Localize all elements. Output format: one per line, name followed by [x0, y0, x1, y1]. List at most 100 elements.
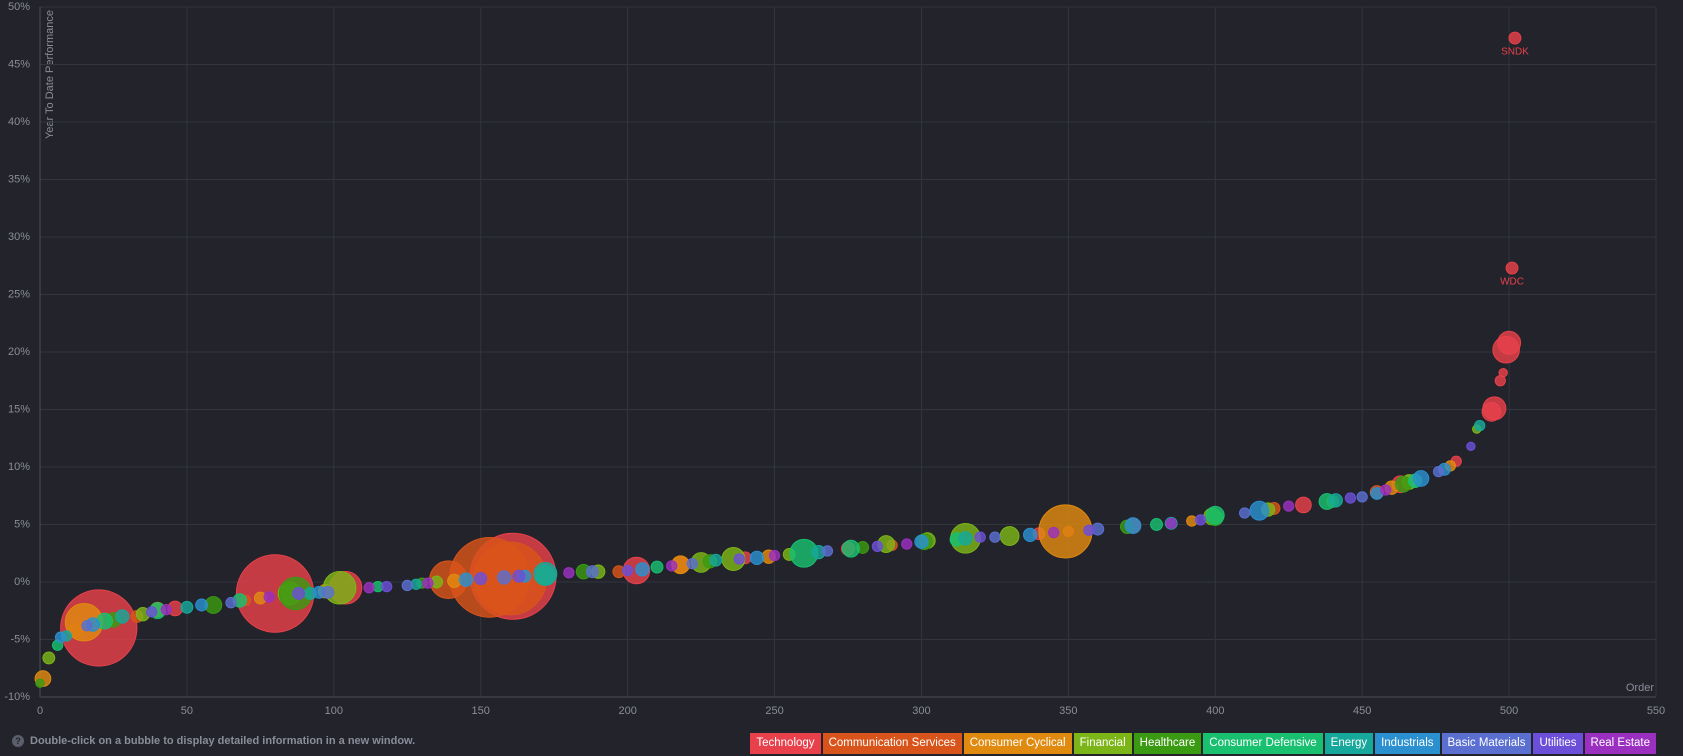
bubble[interactable] — [422, 577, 434, 589]
bubble[interactable] — [901, 538, 913, 550]
bubble[interactable] — [363, 582, 375, 594]
bubble[interactable] — [1249, 500, 1270, 521]
bubble[interactable] — [497, 570, 512, 585]
bubble[interactable] — [1412, 470, 1430, 487]
legend-item[interactable]: Consumer Cyclical — [963, 733, 1072, 754]
bubble[interactable] — [225, 597, 237, 609]
bubble[interactable] — [381, 580, 393, 593]
bubble[interactable] — [733, 553, 745, 565]
bubble[interactable] — [621, 564, 634, 577]
bubble[interactable] — [989, 531, 1001, 543]
x-tick-label: 50 — [181, 705, 193, 717]
chart: Year To Date Performance Order -10% -5% 0%… — [4, 1, 1665, 717]
bubble[interactable] — [1048, 526, 1060, 539]
bubble[interactable] — [1194, 514, 1207, 526]
bubble[interactable] — [635, 562, 650, 577]
bubble[interactable] — [1283, 500, 1295, 512]
bubble[interactable] — [160, 603, 172, 616]
bubble[interactable] — [1295, 496, 1312, 514]
bubble[interactable] — [115, 609, 130, 624]
x-tick-label: 100 — [325, 705, 343, 717]
y-tick-label: 10% — [8, 461, 30, 473]
bubble[interactable] — [958, 531, 973, 546]
bubble[interactable] — [1466, 441, 1476, 451]
bubble[interactable] — [195, 598, 209, 612]
bubble[interactable] — [292, 587, 305, 600]
legend-item[interactable]: Financial — [1073, 733, 1132, 754]
y-tick-label: 25% — [8, 288, 30, 300]
bubble[interactable] — [321, 585, 335, 599]
x-tick-label: 350 — [1059, 705, 1077, 717]
y-tick-label: -10% — [4, 691, 30, 703]
hint: ? Double-click on a bubble to display det… — [12, 735, 415, 747]
legend-item[interactable]: Consumer Defensive — [1203, 733, 1323, 754]
y-tick-label: 45% — [8, 58, 30, 70]
bubble[interactable] — [842, 539, 860, 558]
bubble[interactable] — [709, 553, 723, 567]
bubble[interactable] — [180, 600, 194, 614]
bubble[interactable] — [1124, 517, 1142, 535]
bubble[interactable] — [1505, 261, 1519, 275]
bubble[interactable] — [1432, 465, 1445, 478]
legend-item[interactable]: Communication Services — [822, 733, 962, 754]
legend-item[interactable]: Technology — [750, 733, 821, 754]
bubble[interactable] — [146, 606, 158, 618]
bubble[interactable] — [1474, 419, 1486, 432]
help-icon: ? — [12, 735, 24, 747]
bubble[interactable] — [1498, 368, 1508, 378]
annotation: WDC — [1500, 277, 1524, 288]
x-tick-label: 250 — [765, 705, 783, 717]
bubble[interactable] — [533, 561, 558, 586]
x-tick-label: 400 — [1206, 705, 1224, 717]
x-tick-label: 200 — [618, 705, 636, 717]
bubble[interactable] — [42, 651, 56, 665]
bubble[interactable] — [999, 526, 1020, 546]
bubble[interactable] — [1023, 527, 1038, 542]
bubble[interactable] — [1497, 330, 1522, 355]
bubble[interactable] — [563, 567, 575, 579]
x-tick-label: 450 — [1353, 705, 1371, 717]
y-tick-label: 5% — [14, 518, 30, 530]
bubble[interactable] — [447, 573, 462, 588]
x-tick-label: 150 — [472, 705, 490, 717]
bubble[interactable] — [1356, 491, 1368, 503]
bubble[interactable] — [585, 565, 599, 579]
x-tick-label: 0 — [37, 705, 43, 717]
bubble[interactable] — [1328, 493, 1343, 508]
y-tick-label: 20% — [8, 346, 30, 358]
legend-item[interactable]: Basic Materials — [1441, 733, 1532, 754]
bubble[interactable] — [1205, 505, 1225, 525]
bubble[interactable] — [1165, 517, 1177, 529]
x-tick-label: 300 — [912, 705, 930, 717]
bubble[interactable] — [666, 560, 678, 572]
bubble[interactable] — [650, 560, 664, 574]
bubble[interactable] — [686, 557, 698, 570]
bubble[interactable] — [974, 531, 986, 543]
legend-item[interactable]: Utilities — [1533, 733, 1583, 754]
bubble[interactable] — [914, 534, 929, 549]
bubble[interactable] — [401, 579, 413, 592]
bubble[interactable] — [821, 545, 834, 557]
legend-item[interactable]: Healthcare — [1133, 733, 1202, 754]
bubble[interactable] — [35, 678, 45, 688]
bubble[interactable] — [1508, 31, 1522, 45]
bubble[interactable] — [512, 569, 526, 583]
bubble[interactable] — [749, 550, 765, 565]
y-tick-label: 35% — [8, 173, 30, 185]
bubble[interactable] — [1083, 524, 1095, 536]
bubble[interactable] — [474, 572, 488, 585]
bubble[interactable] — [871, 540, 884, 552]
bubble[interactable] — [1239, 507, 1251, 519]
bubble[interactable] — [1482, 396, 1507, 421]
legend-item[interactable]: Real Estate — [1584, 733, 1656, 754]
bubble[interactable] — [263, 591, 275, 603]
legend-item[interactable]: Energy — [1324, 733, 1374, 754]
bubble[interactable] — [458, 572, 474, 587]
bubble[interactable] — [54, 631, 67, 643]
bubble[interactable] — [1344, 492, 1357, 504]
bubble[interactable] — [1380, 484, 1392, 496]
bubble[interactable] — [81, 620, 93, 632]
bubble[interactable] — [1150, 518, 1163, 531]
bubble[interactable] — [768, 549, 781, 562]
legend-item[interactable]: Industrials — [1375, 733, 1440, 754]
